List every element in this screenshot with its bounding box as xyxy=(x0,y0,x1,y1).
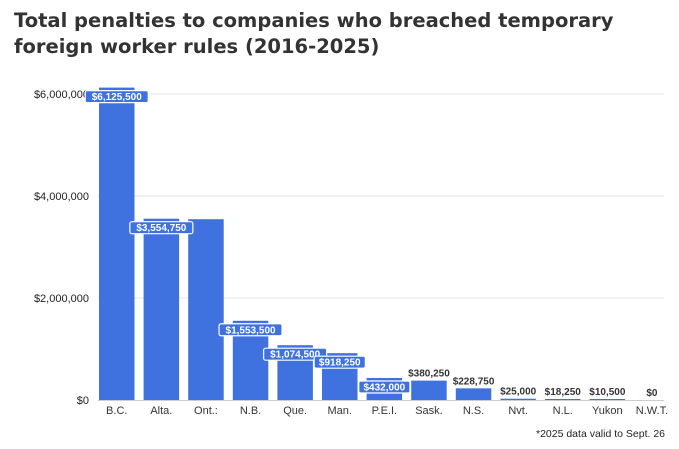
data-label: $432,000 xyxy=(363,382,405,393)
x-tick-label: Alta. xyxy=(150,405,172,417)
x-tick-label: Sask. xyxy=(415,405,443,417)
data-label-bg xyxy=(313,355,366,369)
x-tick-label: N.W.T. xyxy=(636,405,668,417)
x-tick-label: B.C. xyxy=(106,405,127,417)
data-label-bg xyxy=(358,380,411,394)
bar xyxy=(188,219,224,400)
bar xyxy=(455,388,492,400)
y-tick-label: $0 xyxy=(77,395,89,407)
data-label: $380,250 xyxy=(408,369,450,380)
data-label: $1,074,500 xyxy=(270,350,320,361)
bar xyxy=(500,398,536,400)
axes: $0 $2,000,000 $4,000,000 $6,000,000 B.C. Alta… xyxy=(34,89,668,417)
y-tick-label: $2,000,000 xyxy=(34,293,89,305)
data-labels: $6,125,500 $3,554,750 $1,553,500 $1,074,500… xyxy=(84,89,658,399)
x-tick-label: Nvt. xyxy=(508,405,528,417)
footnote: *2025 data valid to Sept. 26 xyxy=(535,428,665,440)
data-label: $0 xyxy=(646,388,658,399)
data-label: $228,750 xyxy=(453,376,495,387)
x-tick-label: Man. xyxy=(328,405,352,417)
bars xyxy=(99,87,626,401)
x-tick-label: N.L. xyxy=(553,405,573,417)
data-label: $18,250 xyxy=(545,387,582,398)
bar xyxy=(99,87,135,401)
data-label-bg xyxy=(129,221,194,235)
data-label: $918,250 xyxy=(319,358,361,369)
y-tick-label: $6,000,000 xyxy=(34,89,89,101)
x-tick-label: N.S. xyxy=(463,405,484,417)
data-label: $1,553,500 xyxy=(226,325,276,336)
bar xyxy=(545,399,581,400)
bar xyxy=(143,218,180,400)
data-label-bg xyxy=(263,347,328,361)
x-tick-label: P.E.I. xyxy=(372,405,397,417)
chart-title: Total penalties to companies who breache… xyxy=(14,9,614,58)
data-label: $6,125,500 xyxy=(92,92,142,103)
data-label-bg xyxy=(218,323,283,337)
x-tick-label: N.B. xyxy=(240,405,261,417)
bar xyxy=(411,380,447,400)
y-tick-label: $4,000,000 xyxy=(34,191,89,203)
bar xyxy=(589,399,626,400)
x-tick-label: Yukon xyxy=(592,405,623,417)
data-label: $10,500 xyxy=(589,387,626,398)
x-tick-label: Ont.: xyxy=(194,405,218,417)
data-label: $25,000 xyxy=(500,387,537,398)
x-tick-label: Que. xyxy=(283,405,307,417)
data-label-bg xyxy=(84,89,149,104)
gridlines xyxy=(98,93,664,299)
data-label: $3,554,750 xyxy=(136,223,186,234)
